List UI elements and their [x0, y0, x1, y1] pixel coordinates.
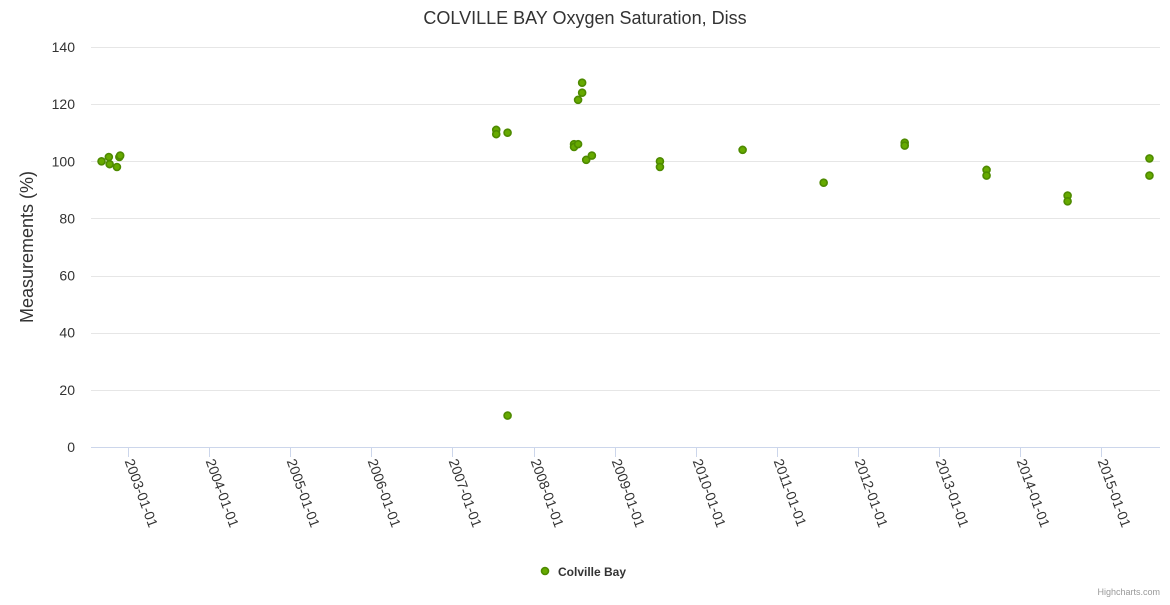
x-tick-label: 2008-01-01 — [528, 457, 568, 530]
data-point[interactable] — [581, 155, 591, 165]
data-point[interactable] — [577, 78, 587, 88]
y-tick-label: 40 — [59, 325, 75, 341]
y-tick-label: 20 — [59, 382, 75, 398]
data-point[interactable] — [982, 171, 991, 180]
grid-layer — [91, 47, 1160, 391]
y-tick-label: 100 — [52, 153, 76, 169]
axis-layer: 0 20 40 60 80 100 120 140 2003-01-01 2004-01-01 20… — [52, 39, 1160, 530]
x-tick-label: 2004-01-01 — [203, 457, 243, 530]
legend-marker[interactable] — [540, 566, 550, 576]
data-point[interactable] — [900, 141, 910, 150]
data-point[interactable] — [577, 88, 587, 98]
x-tick-label: 2005-01-01 — [284, 457, 324, 530]
legend[interactable]: Colville Bay — [540, 565, 627, 579]
data-point[interactable] — [1145, 154, 1154, 163]
data-point[interactable] — [112, 162, 122, 172]
data-point[interactable] — [573, 95, 583, 105]
data-point[interactable] — [115, 151, 125, 160]
data-point[interactable] — [573, 139, 583, 149]
x-tick-label: 2007-01-01 — [446, 457, 486, 530]
data-point[interactable] — [655, 162, 665, 172]
x-tick-label: 2013-01-01 — [933, 457, 973, 530]
x-tick-label: 2011-01-01 — [771, 457, 810, 529]
credits-link[interactable]: Highcharts.com — [1097, 587, 1160, 597]
chart-title: COLVILLE BAY Oxygen Saturation, Diss — [423, 8, 746, 28]
data-point[interactable] — [1063, 196, 1072, 206]
data-point[interactable] — [738, 145, 747, 155]
x-tick-label: 2009-01-01 — [609, 457, 649, 530]
legend-label[interactable]: Colville Bay — [558, 565, 626, 579]
y-axis-label: Measurements (%) — [17, 171, 37, 323]
data-point[interactable] — [104, 152, 114, 162]
x-tick-label: 2006-01-01 — [365, 457, 405, 530]
data-point[interactable] — [105, 159, 114, 169]
x-tick-label: 2014-01-01 — [1014, 457, 1054, 530]
x-tick-label: 2015-01-01 — [1095, 457, 1135, 530]
x-tick-label: 2012-01-01 — [852, 457, 892, 530]
data-point[interactable] — [819, 178, 828, 188]
data-point[interactable] — [1145, 171, 1154, 180]
y-tick-label: 140 — [52, 39, 76, 55]
points-layer — [97, 78, 1154, 420]
y-tick-label: 80 — [59, 210, 75, 226]
data-point[interactable] — [587, 151, 597, 160]
data-point[interactable] — [491, 129, 501, 139]
y-tick-label: 0 — [67, 439, 75, 455]
data-point[interactable] — [503, 128, 512, 138]
y-tick-label: 60 — [59, 268, 75, 284]
data-point[interactable] — [97, 156, 106, 166]
data-point[interactable] — [503, 411, 512, 420]
x-tick-label: 2003-01-01 — [122, 457, 162, 530]
x-tick-label: 2010-01-01 — [690, 457, 730, 530]
y-tick-label: 120 — [52, 96, 76, 112]
